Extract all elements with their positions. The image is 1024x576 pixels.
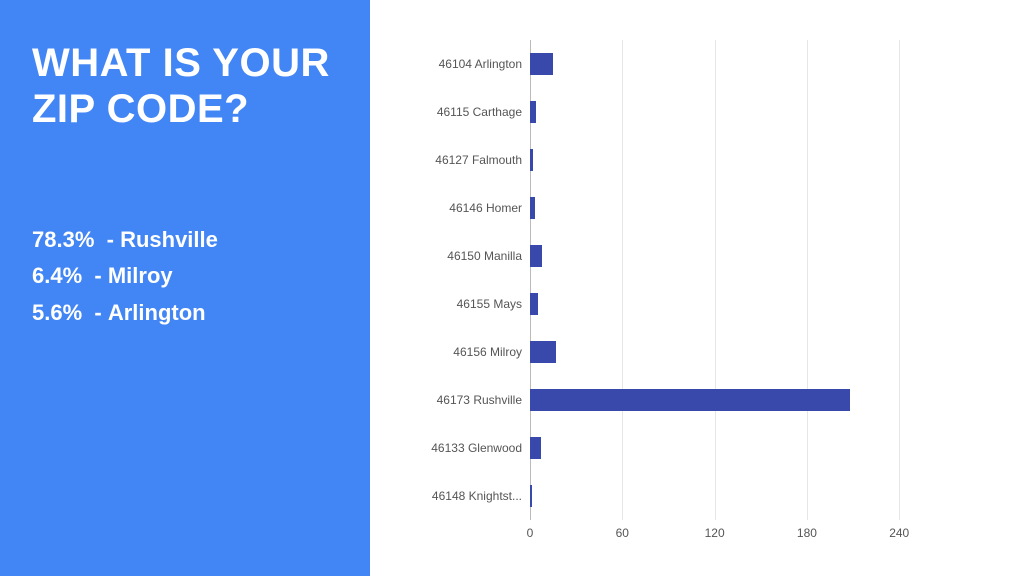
stat-line: 6.4% - Milroy: [32, 258, 338, 294]
bar: [530, 197, 535, 219]
gridline: [622, 40, 623, 520]
bar-chart: 0 60 120 180 240 46104 Arlington 46115 Carthag…: [390, 20, 984, 556]
stat-pct: 6.4%: [32, 263, 82, 288]
y-tick-label: 46173 Rushville: [437, 393, 522, 407]
x-tick-label: 60: [616, 526, 629, 540]
y-tick-label: 46146 Homer: [449, 201, 522, 215]
left-panel: WHAT IS YOUR ZIP CODE? 78.3% - Rushville…: [0, 0, 370, 576]
stats-block: 78.3% - Rushville 6.4% - Milroy 5.6% - A…: [32, 222, 338, 331]
y-tick-label: 46133 Glenwood: [431, 441, 522, 455]
bar: [530, 485, 532, 507]
bar: [530, 53, 553, 75]
bar: [530, 245, 542, 267]
chart-panel: 0 60 120 180 240 46104 Arlington 46115 Carthag…: [370, 0, 1024, 576]
y-tick-label: 46155 Mays: [457, 297, 522, 311]
stat-line: 78.3% - Rushville: [32, 222, 338, 258]
gridline: [715, 40, 716, 520]
stat-label: Arlington: [108, 300, 206, 325]
gridline: [807, 40, 808, 520]
x-tick-label: 180: [797, 526, 817, 540]
y-tick-label: 46127 Falmouth: [435, 153, 522, 167]
gridline: [899, 40, 900, 520]
stat-pct: 5.6%: [32, 300, 82, 325]
bar: [530, 101, 536, 123]
bar: [530, 437, 541, 459]
slide-title: WHAT IS YOUR ZIP CODE?: [32, 40, 338, 132]
bar: [530, 293, 538, 315]
y-tick-label: 46148 Knightst...: [432, 489, 522, 503]
stat-label: Milroy: [108, 263, 173, 288]
bar: [530, 389, 850, 411]
y-tick-label: 46115 Carthage: [437, 105, 522, 119]
bar: [530, 341, 556, 363]
y-tick-label: 46156 Milroy: [453, 345, 522, 359]
stat-label: Rushville: [120, 227, 218, 252]
x-tick-label: 240: [889, 526, 909, 540]
stat-line: 5.6% - Arlington: [32, 295, 338, 331]
bar: [530, 149, 533, 171]
slide: WHAT IS YOUR ZIP CODE? 78.3% - Rushville…: [0, 0, 1024, 576]
y-tick-label: 46150 Manilla: [447, 249, 522, 263]
x-tick-label: 0: [527, 526, 534, 540]
y-tick-label: 46104 Arlington: [439, 57, 522, 71]
stat-pct: 78.3%: [32, 227, 94, 252]
x-tick-label: 120: [705, 526, 725, 540]
